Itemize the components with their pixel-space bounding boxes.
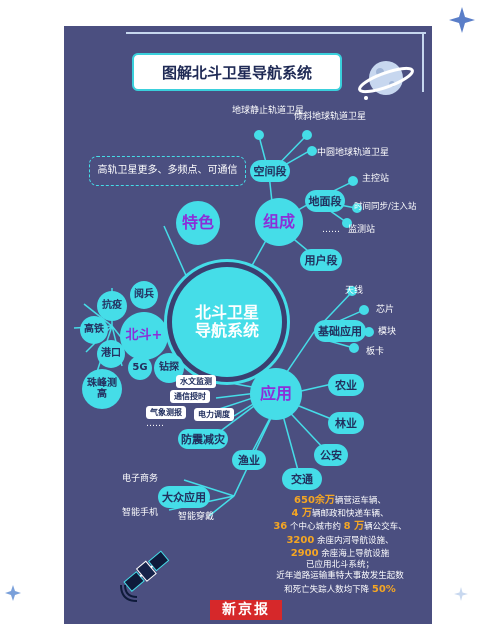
frame-right-line <box>422 32 424 92</box>
frame-top-line <box>126 32 426 34</box>
stat-applied-text: 已应用北斗系统； <box>305 560 374 571</box>
board-label: 板卡 <box>366 347 385 357</box>
antenna-label: 天线 <box>345 286 364 296</box>
port-node: 港口 <box>97 340 125 368</box>
stat-cities-text: 个中心城市约 <box>287 522 344 533</box>
parade-node: 阅兵 <box>130 281 158 309</box>
antenna-dot <box>347 286 357 296</box>
igso-satellite-label: 倾斜地球轨道卫星 <box>294 112 367 122</box>
igso-dot <box>302 130 312 140</box>
timing-tag: 通信授时 <box>170 390 210 403</box>
star-icon <box>4 584 22 602</box>
meo-satellite-label: 中圆地球轨道卫星 <box>317 148 390 158</box>
basic-app-node: 基础应用 <box>314 320 366 342</box>
industry-more-label: …… <box>146 419 164 429</box>
weather-tag: 气象测报 <box>146 406 186 419</box>
meo-dot <box>307 146 317 156</box>
page-title: 图解北斗卫星导航系统 <box>132 53 342 91</box>
planet-icon <box>356 48 416 108</box>
central-node: 北斗卫星 导航系统 <box>167 262 287 382</box>
5g-node: 5G <box>128 356 152 380</box>
chip-dot <box>359 305 369 315</box>
stat-inland-num: 3200 <box>286 534 315 546</box>
satellite-icon <box>119 541 175 603</box>
sync-station-label: 时间同步/注入站 <box>354 202 417 212</box>
applications-node: 应用 <box>250 368 302 420</box>
ecommerce-label: 电子商务 <box>122 474 159 484</box>
master-station-dot <box>348 176 358 186</box>
master-station-label: 主控站 <box>362 174 390 184</box>
ground-segment-node: 地面段 <box>305 190 345 212</box>
stat-marine-text: 余座海上导航设施 <box>318 548 390 559</box>
center-line1: 北斗卫星 <box>194 302 259 322</box>
forestry-node: 林业 <box>328 412 364 434</box>
sync-station-dot <box>352 203 362 213</box>
stat-vehicles-num: 650余万 <box>294 495 335 506</box>
anti-epidemic-node: 抗疫 <box>97 291 127 321</box>
space-segment-node: 空间段 <box>250 160 290 182</box>
stat-vehicles-text: 辆营运车辆、 <box>334 496 386 506</box>
wearable-label: 智能穿戴 <box>178 512 215 522</box>
composition-node: 组成 <box>255 198 303 246</box>
chip-label: 芯片 <box>376 305 395 315</box>
module-dot <box>364 327 374 337</box>
stat-decline-text: 和死亡失踪人数均下降 <box>284 584 372 595</box>
geo-satellite-label: 地球静止轨道卫星 <box>232 106 305 116</box>
agriculture-node: 农业 <box>328 374 364 396</box>
beidou-plus-node: 北斗+ <box>120 312 168 360</box>
monitor-station-label: 监测站 <box>348 225 376 235</box>
source-logo: 新京报 <box>210 600 282 620</box>
high-speed-rail-node: 高铁 <box>80 316 108 344</box>
star-icon <box>448 6 476 34</box>
user-segment-node: 用户段 <box>300 249 342 271</box>
stat-accident-text: 近年道路运输重特大事故发生起数 <box>276 571 404 582</box>
stat-cities-num: 36 <box>273 521 288 533</box>
hydrology-tag: 水文监测 <box>176 375 216 388</box>
stat-marine-num: 2900 <box>290 547 319 559</box>
disaster-node: 防震减灾 <box>178 429 228 449</box>
transport-node: 交通 <box>282 468 322 490</box>
ground-more-label: …… <box>322 225 340 235</box>
center-line2: 导航系统 <box>194 321 259 340</box>
everest-node: 珠峰测高 <box>82 369 122 409</box>
stat-postal-text: 辆邮政和快递车辆、 <box>311 509 389 520</box>
module-label: 模块 <box>378 327 397 337</box>
stat-buses-num: 8 万 <box>343 521 365 533</box>
features-box: 高轨卫星更多、多频点、可通信 <box>89 156 246 186</box>
stats-block: 650余万辆营运车辆、 4 万辆邮政和快递车辆、 36 个中心城市约 8 万辆公… <box>248 494 432 596</box>
stat-buses-text: 辆公交车、 <box>364 522 407 533</box>
features-text: 高轨卫星更多、多频点、可通信 <box>97 165 238 176</box>
mass-app-node: 大众应用 <box>158 486 210 508</box>
stat-inland-text: 余座内河导航设施、 <box>314 535 394 546</box>
smartphone-label: 智能手机 <box>122 508 159 518</box>
board-dot <box>349 343 359 353</box>
stat-postal-num: 4 万 <box>291 508 312 520</box>
stat-decline-num: 50% <box>371 583 396 595</box>
power-tag: 电力调度 <box>194 408 234 421</box>
infographic-poster: 图解北斗卫星导航系统 高轨卫星更多、多频点、可通信 特色 组成 空间段 地球静止… <box>64 26 432 624</box>
star-icon <box>454 586 468 601</box>
geo-dot <box>254 130 264 140</box>
fishery-node: 渔业 <box>232 450 266 470</box>
police-node: 公安 <box>314 444 348 466</box>
features-node: 特色 <box>176 201 220 245</box>
monitor-station-dot <box>342 218 352 228</box>
